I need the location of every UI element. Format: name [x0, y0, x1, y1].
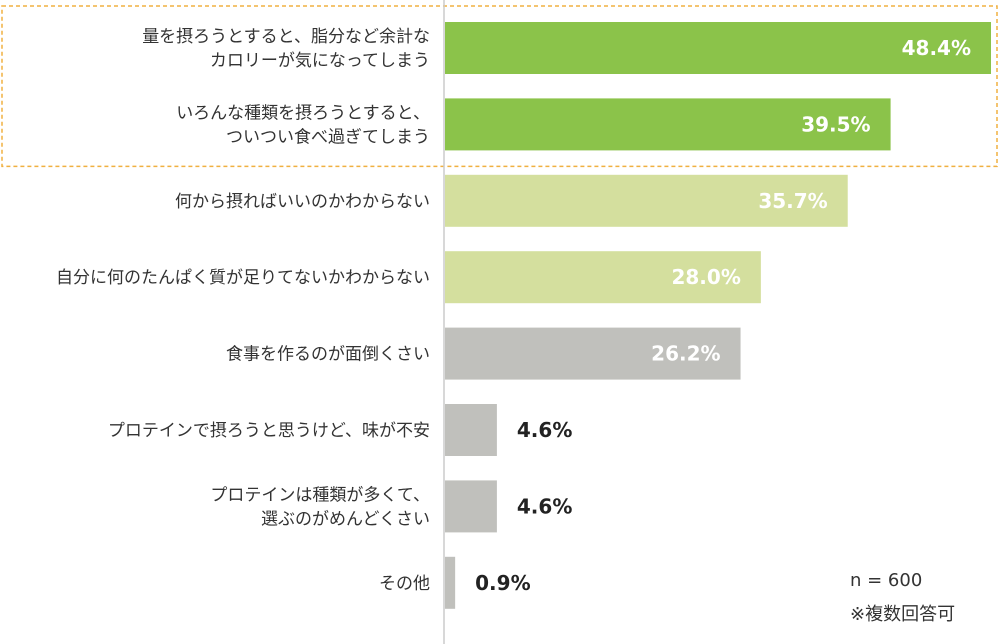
category-label-line: 選ぶのがめんどくさい: [261, 509, 430, 529]
category-label-line: プロテインは種類が多くて、: [210, 485, 430, 505]
category-label-2: 何から摂ればいいのかわからない: [175, 192, 430, 212]
value-label-1: 39.5%: [801, 112, 870, 136]
category-label-line: 食事を作るのが面倒くさい: [226, 345, 430, 365]
sample-size-note: n = 600: [850, 570, 922, 591]
value-label-0: 48.4%: [902, 36, 971, 60]
highlight-frame: [1, 5, 998, 168]
category-label-4: 食事を作るのが面倒くさい: [226, 345, 430, 365]
category-label-7: その他: [379, 574, 430, 594]
value-label-5: 4.6%: [517, 418, 572, 442]
bar-1: [445, 98, 891, 151]
category-label-line: 何から摂ればいいのかわからない: [175, 192, 430, 212]
category-label-0: 量を摂ろうとすると、脂分など余計なカロリーが気になってしまう: [142, 27, 430, 71]
value-label-7: 0.9%: [475, 571, 530, 595]
bar-7: [445, 556, 456, 609]
value-label-3: 28.0%: [671, 265, 740, 289]
value-label-2: 35.7%: [758, 189, 827, 213]
bar-0: [445, 22, 991, 74]
category-label-6: プロテインは種類が多くて、選ぶのがめんどくさい: [210, 485, 430, 529]
value-label-4: 26.2%: [651, 342, 720, 366]
bar-5: [445, 404, 497, 456]
bar-3: [445, 251, 761, 304]
category-label-line: 量を摂ろうとすると、脂分など余計な: [142, 27, 430, 47]
value-label-6: 4.6%: [517, 494, 572, 518]
bar-2: [445, 174, 848, 227]
category-label-line: ついつい食べ過ぎてしまう: [226, 127, 430, 147]
bar-6: [445, 480, 497, 533]
category-label-3: 自分に何のたんぱく質が足りてないかわからない: [56, 268, 430, 288]
category-label-line: 自分に何のたんぱく質が足りてないかわからない: [56, 268, 430, 288]
category-label-line: カロリーが気になってしまう: [210, 51, 430, 71]
bar-4: [445, 327, 741, 380]
category-label-line: いろんな種類を摂ろうとすると、: [176, 103, 430, 123]
category-label-line: その他: [379, 574, 430, 594]
category-label-5: プロテインで摂ろうと思うけど、味が不安: [108, 421, 430, 441]
category-label-line: プロテインで摂ろうと思うけど、味が不安: [108, 421, 430, 441]
category-label-1: いろんな種類を摂ろうとすると、ついつい食べ過ぎてしまう: [176, 103, 430, 147]
multiple-answers-note: ※複数回答可: [850, 604, 955, 625]
